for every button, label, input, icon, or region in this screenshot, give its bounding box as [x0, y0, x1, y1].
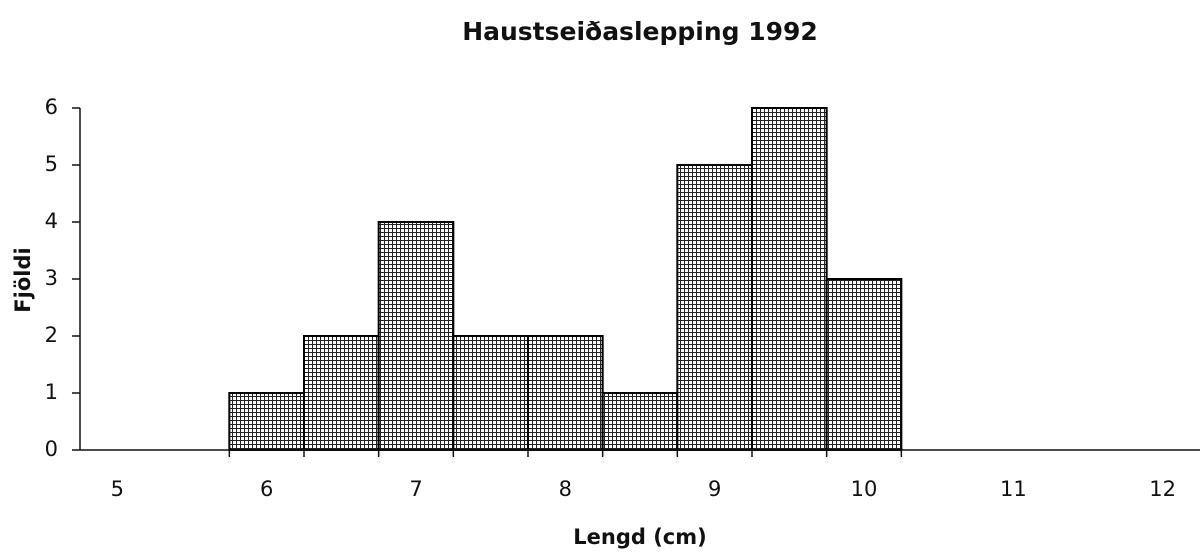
x-axis-label: Lengd (cm)	[573, 525, 706, 549]
bar	[825, 278, 903, 451]
bar	[303, 335, 380, 451]
x-tick-label: 10	[851, 477, 878, 501]
bar	[377, 221, 455, 451]
y-axis-label: Fjöldi	[11, 247, 35, 312]
y-tick-label: 5	[45, 152, 58, 176]
x-tick-label: 12	[1149, 477, 1176, 501]
x-tick-label: 5	[111, 477, 124, 501]
bar	[751, 107, 828, 451]
x-tick-label: 7	[409, 477, 422, 501]
y-tick-label: 2	[45, 323, 58, 347]
y-tick-label: 3	[45, 266, 58, 290]
bar	[228, 392, 305, 451]
y-tick-label: 6	[45, 95, 58, 119]
y-tick-label: 4	[45, 209, 58, 233]
x-tick-label: 9	[708, 477, 721, 501]
chart-title: Haustseiðaslepping 1992	[462, 17, 818, 46]
x-tick-label: 6	[260, 477, 273, 501]
y-tick-label: 0	[45, 437, 58, 461]
bar	[601, 392, 679, 451]
y-tick-label: 1	[45, 380, 58, 404]
bar	[527, 335, 604, 451]
x-tick-label: 11	[1000, 477, 1027, 501]
x-tick-label: 8	[559, 477, 572, 501]
bar	[452, 335, 530, 451]
bar	[676, 164, 753, 451]
